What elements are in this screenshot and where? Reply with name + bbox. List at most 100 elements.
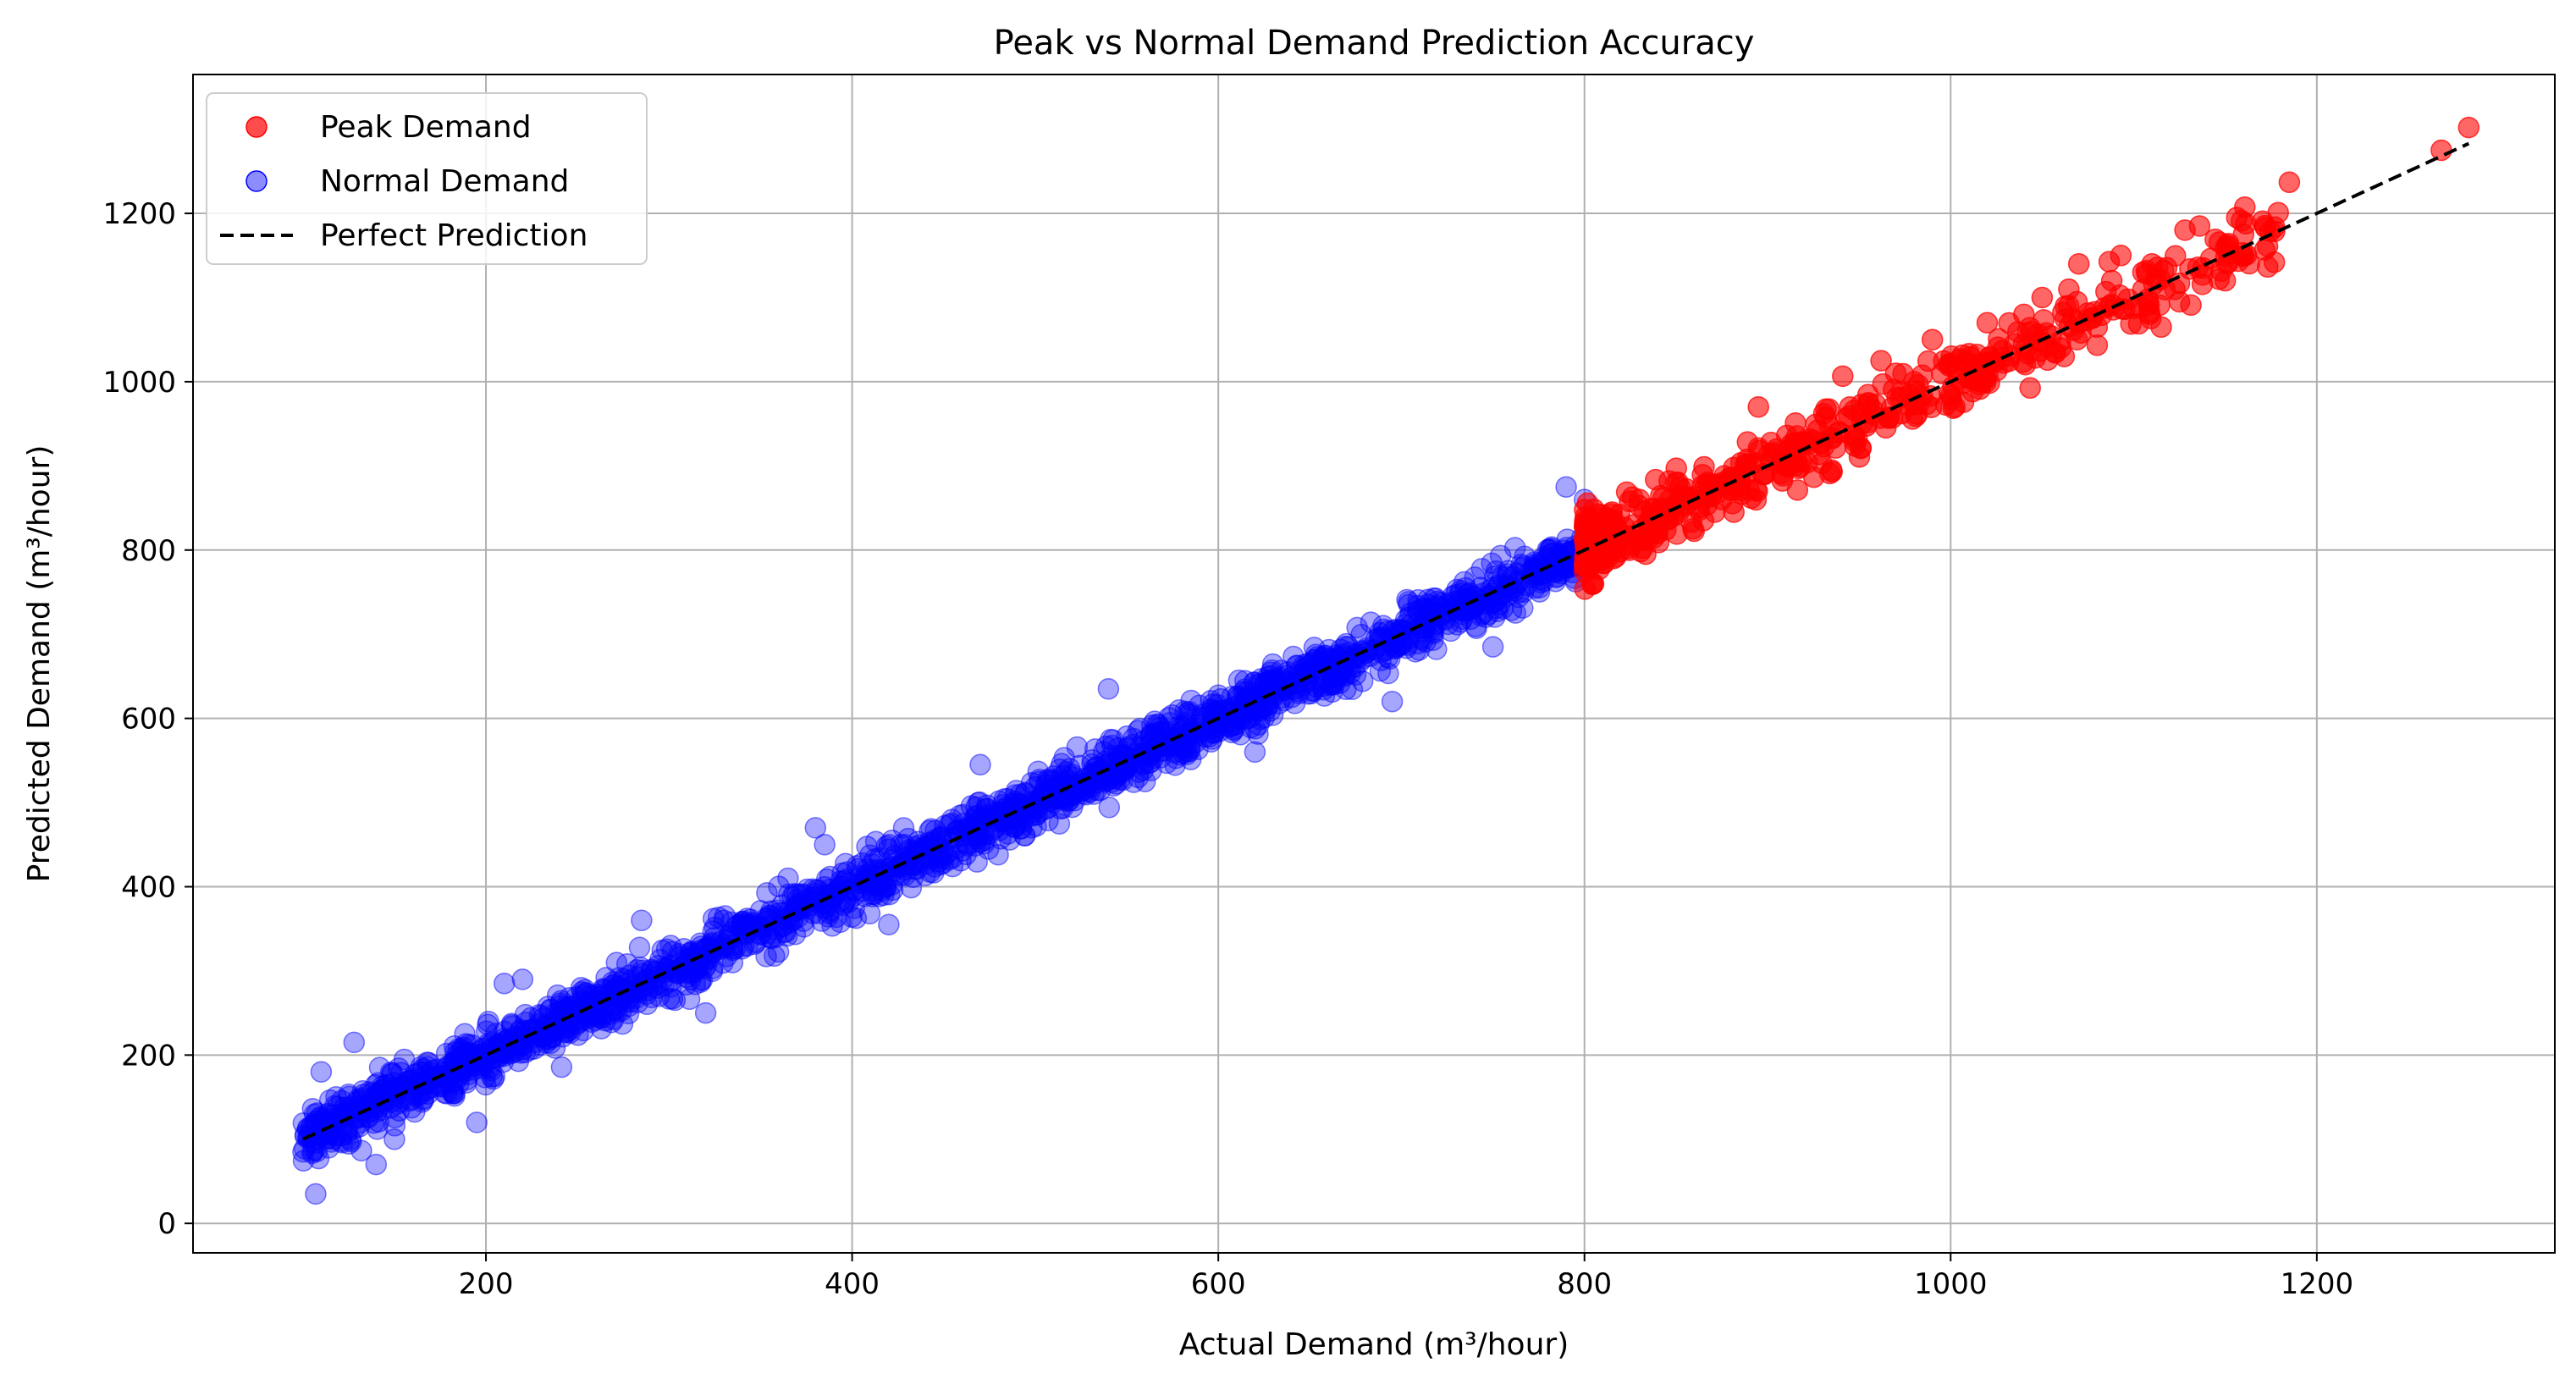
- normal-demand-point: [1244, 741, 1266, 764]
- peak-demand-point: [1784, 412, 1807, 434]
- normal-demand-point: [1346, 616, 1368, 639]
- normal-demand-point: [1013, 825, 1035, 847]
- normal-demand-point: [1542, 560, 1564, 583]
- normal-demand-point: [616, 953, 638, 975]
- peak-demand-point: [2067, 252, 2090, 275]
- peak-demand-point: [1692, 510, 1715, 532]
- peak-demand-point: [2457, 116, 2480, 139]
- normal-demand-point: [1504, 602, 1526, 624]
- chart-title: Peak vs Normal Demand Prediction Accurac…: [994, 24, 1755, 63]
- peak-demand-point: [1976, 312, 1999, 334]
- normal-demand-point: [1134, 770, 1156, 792]
- normal-demand-point: [1481, 636, 1504, 658]
- normal-demand-point: [1226, 685, 1249, 708]
- peak-demand-point: [2053, 345, 2076, 367]
- peak-demand-point: [1628, 488, 1651, 510]
- peak-demand-point: [1870, 350, 1892, 372]
- y-tick-label: 600: [121, 703, 176, 736]
- peak-demand-point: [1832, 365, 1854, 388]
- y-axis-label: Predicted Demand (m³/hour): [22, 445, 57, 883]
- data-layer: [292, 116, 2480, 1205]
- normal-demand-point: [351, 1087, 373, 1109]
- normal-demand-point: [1000, 798, 1023, 821]
- normal-demand-point: [343, 1031, 366, 1054]
- peak-demand-point: [2031, 286, 2054, 309]
- peak-demand-point: [1747, 395, 1769, 418]
- normal-demand-point: [433, 1082, 455, 1104]
- peak-demand-point: [2214, 269, 2237, 292]
- normal-demand-point: [1351, 670, 1374, 692]
- normal-demand-point: [852, 852, 874, 874]
- normal-demand-point: [365, 1153, 388, 1176]
- normal-demand-point: [1098, 797, 1121, 819]
- peak-demand-point: [2100, 269, 2123, 292]
- peak-demand-point: [1736, 448, 1758, 471]
- peak-demand-point: [1597, 545, 1620, 567]
- peak-demand-point: [1815, 398, 1837, 421]
- peak-demand-point: [2174, 219, 2196, 241]
- peak-demand-point: [2004, 333, 2026, 355]
- peak-demand-point: [2132, 261, 2154, 284]
- normal-demand-point: [368, 1056, 391, 1078]
- normal-demand-point: [383, 1128, 405, 1150]
- normal-demand-point: [805, 891, 828, 913]
- x-tick-label: 400: [825, 1267, 880, 1301]
- peak-demand-point: [1582, 572, 1605, 595]
- peak-demand-point: [1905, 405, 1928, 427]
- normal-demand-point: [520, 1018, 542, 1041]
- peak-demand-point: [2278, 171, 2301, 194]
- x-tick-label: 1000: [1914, 1267, 1988, 1301]
- normal-demand-point: [858, 902, 881, 925]
- normal-demand-point: [929, 853, 952, 876]
- normal-demand-point: [631, 909, 653, 932]
- normal-demand-point: [873, 884, 895, 907]
- normal-demand-point: [1116, 725, 1139, 747]
- normal-demand-point: [1203, 721, 1226, 744]
- peak-demand-point: [1921, 328, 1944, 350]
- normal-demand-point: [330, 1089, 353, 1111]
- normal-demand-point: [1312, 679, 1334, 701]
- normal-demand-point: [1381, 690, 1404, 713]
- peak-demand-point: [1839, 395, 1862, 418]
- peak-demand-point: [2117, 288, 2139, 311]
- peak-demand-point: [1784, 455, 1807, 477]
- peak-demand-point: [1820, 459, 1843, 482]
- normal-demand-point: [1037, 797, 1059, 819]
- peak-demand-point: [1711, 488, 1733, 510]
- normal-demand-point: [1555, 476, 1577, 498]
- peak-demand-point: [1766, 438, 1788, 461]
- x-tick-label: 1200: [2281, 1267, 2354, 1301]
- normal-demand-point: [1058, 789, 1080, 812]
- y-tick-label: 1000: [102, 366, 176, 400]
- normal-demand-point: [628, 936, 651, 959]
- peak-demand-point: [2086, 316, 2109, 339]
- normal-demand-point: [1147, 714, 1170, 736]
- peak-demand-point: [1874, 416, 1897, 439]
- normal-demand-point: [1222, 719, 1245, 742]
- peak-demand-point: [1903, 371, 1925, 393]
- x-axis-label: Actual Demand (m³/hour): [1179, 1327, 1569, 1362]
- normal-demand-point: [412, 1088, 435, 1110]
- legend-label: Peak Demand: [320, 110, 532, 145]
- perfect-prediction-line: [301, 141, 2470, 1141]
- normal-demand-point: [1465, 617, 1487, 639]
- normal-demand-point: [310, 1061, 333, 1083]
- legend: Peak Demand Normal Demand Perfect Predicti…: [206, 92, 648, 265]
- normal-demand-point: [301, 1142, 323, 1165]
- normal-demand-point: [748, 918, 770, 940]
- normal-demand-point: [372, 1078, 394, 1100]
- peak-demand-point: [2430, 139, 2452, 162]
- peak-demand-point: [2168, 290, 2191, 313]
- peak-demand-point: [1601, 501, 1623, 523]
- y-tick-label: 1200: [102, 197, 176, 231]
- normal-demand-point: [819, 865, 841, 888]
- peak-demand-point: [1693, 455, 1715, 478]
- peak-demand-point: [2066, 328, 2088, 350]
- normal-demand-point: [1330, 638, 1352, 660]
- normal-demand-point: [1097, 678, 1120, 700]
- peak-demand-point: [2013, 303, 2035, 326]
- peak-demand-point: [2110, 245, 2132, 267]
- legend-marker-peak-demand: [245, 116, 268, 138]
- normal-demand-point: [1206, 693, 1228, 716]
- normal-demand-point: [969, 753, 991, 776]
